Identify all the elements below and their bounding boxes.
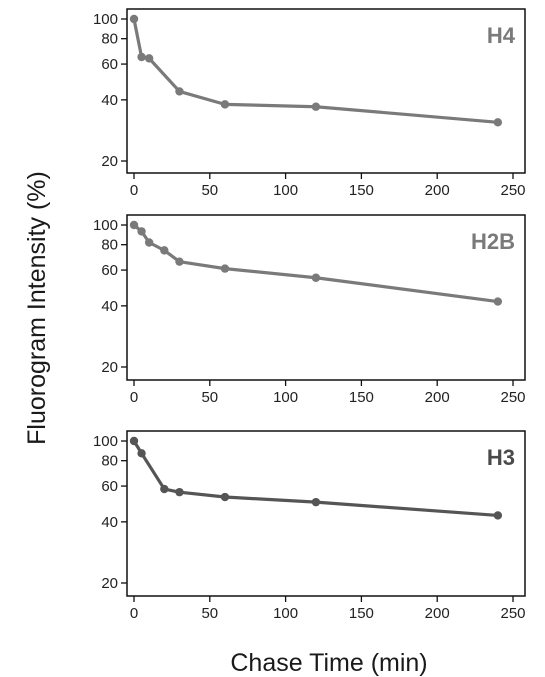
x-tick-label: 100 — [273, 182, 298, 199]
data-point — [160, 484, 169, 494]
y-tick-label: 40 — [101, 92, 118, 109]
data-point — [129, 436, 139, 446]
y-tick-label: 100 — [93, 217, 118, 234]
data-point — [311, 273, 321, 282]
data-point — [493, 511, 503, 520]
data-point — [493, 297, 503, 306]
y-tick-label: 60 — [101, 56, 118, 73]
x-tick-label: 100 — [273, 389, 298, 406]
x-tick-label: 50 — [201, 182, 218, 199]
data-point — [137, 52, 146, 62]
plot-frame-h4 — [126, 8, 526, 174]
x-tick-label: 150 — [349, 389, 374, 406]
data-point — [175, 487, 184, 497]
plot-frame-h3 — [126, 430, 526, 597]
data-point — [175, 257, 184, 266]
data-point — [220, 264, 230, 273]
data-point — [175, 87, 184, 96]
data-point — [220, 100, 230, 109]
x-tick-label: 250 — [500, 389, 525, 406]
x-tick-label: 200 — [425, 389, 450, 406]
data-point — [311, 497, 321, 507]
x-axis-label: Chase Time (min) — [230, 649, 427, 677]
series-line-h2b — [132, 223, 500, 304]
panel-label-h4: H4 — [487, 23, 516, 48]
x-tick-label: 50 — [201, 389, 218, 406]
y-tick-label: 40 — [101, 514, 118, 531]
y-tick-label: 80 — [101, 453, 118, 470]
y-tick-label: 100 — [93, 433, 118, 450]
x-tick-label: 50 — [201, 605, 218, 622]
data-point — [129, 220, 139, 230]
y-tick-label: 60 — [101, 478, 118, 495]
data-point — [137, 227, 146, 236]
x-tick-label: 100 — [273, 605, 298, 622]
x-tick-label: 150 — [349, 182, 374, 199]
x-tick-label: 200 — [425, 182, 450, 199]
data-point — [311, 102, 321, 111]
y-tick-label: 20 — [101, 575, 118, 592]
y-tick-label: 20 — [101, 153, 118, 170]
y-tick-label: 80 — [101, 31, 118, 48]
y-tick-label: 80 — [101, 237, 118, 254]
x-tick-label: 250 — [500, 605, 525, 622]
x-tick-label: 250 — [500, 182, 525, 199]
x-tick-label: 0 — [130, 389, 138, 406]
plot-frame-h2b — [126, 214, 526, 381]
y-tick-label: 100 — [93, 11, 118, 28]
data-point — [137, 449, 146, 458]
x-tick-label: 0 — [130, 182, 138, 199]
data-point — [144, 238, 154, 247]
data-point — [144, 54, 154, 63]
y-tick-label: 60 — [101, 262, 118, 279]
data-point — [220, 492, 230, 502]
x-tick-label: 150 — [349, 605, 374, 622]
data-point — [493, 118, 503, 127]
data-point — [129, 14, 139, 24]
y-axis-label: Fluorogram Intensity (%) — [23, 171, 51, 445]
x-tick-label: 200 — [425, 605, 450, 622]
y-tick-label: 20 — [101, 359, 118, 376]
panel-label-h2b: H2B — [471, 229, 515, 254]
y-tick-label: 40 — [101, 298, 118, 315]
x-tick-label: 0 — [130, 605, 138, 622]
panel-label-h3: H3 — [487, 445, 515, 470]
data-point — [160, 246, 169, 255]
